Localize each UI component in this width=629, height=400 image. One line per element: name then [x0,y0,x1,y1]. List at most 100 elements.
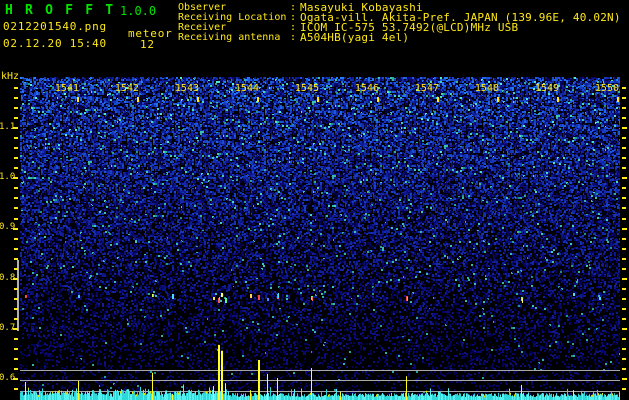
x-axis-tick [497,97,499,102]
spectrogram-canvas [20,77,620,400]
y-axis-tick [14,307,18,310]
info-row-antenna: Receiving antenna: A504HB(yagi 4el) [178,31,621,44]
observation-datetime: 02.12.20 15:40 [3,37,107,50]
y-axis-tick [13,177,18,180]
y-axis-tick [14,368,18,371]
y-axis-tick-right [622,237,626,240]
y-axis-tick-right [622,368,626,371]
y-axis-tick-label: 0.8 [0,272,16,283]
info-value: Masayuki Kobayashi [300,1,423,14]
y-axis-tick-label: 0.7 [0,322,16,333]
y-axis-tick [14,338,18,340]
x-axis-tick-label: 1545 [294,83,319,94]
x-axis-tick [437,97,439,102]
x-axis-tick-label: 1546 [354,83,379,94]
y-axis-tick [14,358,18,361]
station-info: Observer: Masayuki Kobayashi Receiving Lo… [178,1,621,44]
y-axis-tick-right [622,338,626,340]
y-axis-tick-right [622,217,626,220]
y-axis-tick [14,87,18,89]
output-filename: 0212201540.png [3,20,107,33]
x-axis-tick-label: 1549 [534,83,559,94]
y-axis-tick-right [622,257,626,260]
y-axis-tick-label: 0.9 [0,222,16,233]
app-version: 1.0.0 [120,4,157,18]
info-label: Receiver [178,22,227,33]
y-axis-tick [14,137,18,140]
y-axis-tick-right [622,358,626,361]
y-axis-tick-right [622,207,626,210]
calibration-bar [17,260,19,331]
y-axis-tick [14,117,18,120]
y-axis-tick [14,348,18,351]
y-axis-tick [14,317,18,320]
y-axis-tick-right [622,307,626,310]
meteor-count: 12 [140,38,155,51]
info-value: Ogata-vill. Akita-Pref. JAPAN (139.96E, … [300,11,621,24]
y-axis-tick-right [622,197,626,200]
y-axis-tick [14,147,18,150]
y-axis-tick [14,157,18,160]
y-axis-tick [14,97,18,100]
info-separator: : [290,32,297,43]
y-axis-unit-label: kHz [1,71,20,82]
info-label: Receiving Location [178,12,287,23]
x-axis-tick-label: 1548 [474,83,499,94]
y-axis-tick [13,127,18,130]
y-axis-tick-right [622,157,626,160]
y-axis-tick [13,227,18,230]
x-axis-tick-label: 1541 [54,83,79,94]
info-row-observer: Observer: Masayuki Kobayashi [178,1,621,14]
x-axis-tick-label: 1547 [414,83,439,94]
x-axis-tick [617,97,619,102]
y-axis-tick [13,378,18,381]
x-axis-tick [557,97,559,102]
info-separator: : [290,2,297,13]
y-axis-tick-label: 1.0 [0,172,16,183]
y-axis-tick-right [622,117,626,120]
y-axis-tick [14,247,18,250]
y-axis-tick-right [622,348,626,351]
y-axis-tick-right [622,297,626,300]
y-axis-tick [13,277,18,280]
y-axis-tick [13,327,18,330]
y-axis-tick-right [622,127,627,130]
y-axis-tick [14,267,18,270]
y-axis-tick-right [622,267,626,270]
y-axis-tick-right [622,378,627,381]
x-axis-tick [137,97,139,102]
info-label: Observer [178,2,227,13]
y-axis-tick-right [622,277,627,280]
y-axis-tick [14,287,18,290]
x-axis-tick-label: 1542 [114,83,139,94]
y-axis-tick-right [622,287,626,290]
x-axis-tick [257,97,259,102]
y-axis-tick-right [622,177,627,180]
y-axis-tick-label: 1.1 [0,122,16,132]
info-label: Receiving antenna [178,32,281,43]
y-axis-tick-label: 0.6 [0,373,16,383]
y-axis-tick-right [622,107,626,110]
y-axis-tick-right [622,187,626,190]
y-axis-tick-right [622,317,626,320]
y-axis-tick [14,167,18,170]
y-axis-tick-right [622,388,626,391]
x-axis-tick [77,97,79,102]
x-axis-tick-label: 1544 [234,83,259,94]
info-row-location: Receiving Location: Ogata-vill. Akita-Pre… [178,11,621,24]
y-axis-tick [14,217,18,220]
info-value: A504HB(yagi 4el) [300,31,410,44]
mode-label: meteor [128,27,173,40]
y-axis-tick-right [622,137,626,140]
x-axis-tick [377,97,379,102]
app-title: H R O F F T [5,3,116,18]
y-axis-tick [14,207,18,210]
y-axis-tick [14,388,18,391]
y-axis-tick-right [622,327,627,330]
y-axis-tick [14,237,18,240]
y-axis-tick-right [622,87,626,89]
y-axis-tick [14,297,18,300]
info-separator: : [290,22,297,33]
y-axis-tick-right [622,147,626,150]
